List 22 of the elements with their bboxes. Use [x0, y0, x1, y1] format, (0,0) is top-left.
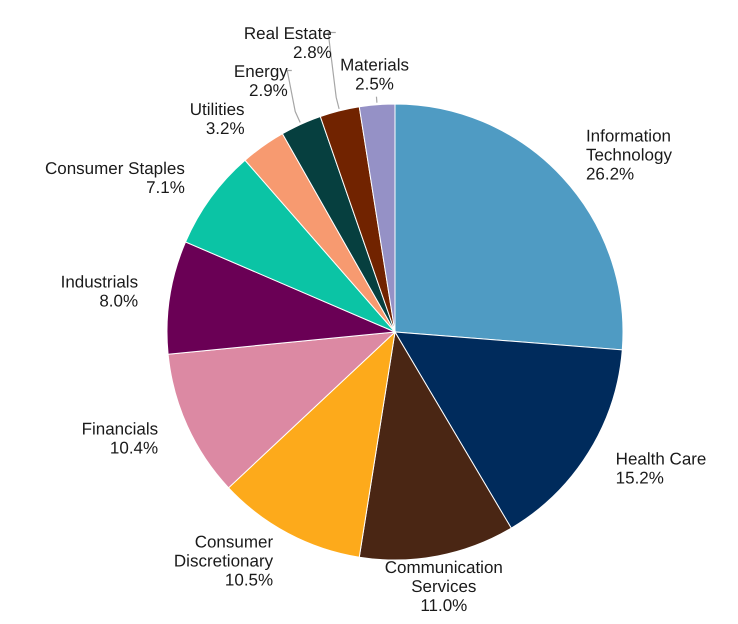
data-label: 2.8%: [293, 43, 332, 62]
data-label: 2.5%: [355, 74, 394, 94]
slice-label: Materials: [340, 55, 410, 74]
slice-label: Utilities: [190, 100, 245, 120]
slice-label: Information Technology: [586, 126, 672, 164]
slice-label: Health Care: [616, 450, 706, 469]
data-label: 3.2%: [206, 119, 245, 138]
slice-label: Financials: [82, 419, 158, 438]
slice-label: Energy: [234, 62, 288, 82]
slice-label: Communication Services: [384, 558, 503, 596]
data-label: 8.0%: [99, 291, 138, 310]
slice-label: Industrials: [60, 272, 138, 292]
data-label: 10.5%: [224, 570, 274, 590]
data-label: 26.2%: [586, 164, 634, 184]
data-label: 2.9%: [249, 81, 288, 100]
data-label: 15.2%: [616, 468, 664, 488]
slice-label: Consumer Staples: [45, 159, 185, 178]
slice-label: Consumer Discretionary: [174, 532, 274, 570]
data-label: 10.4%: [110, 438, 158, 458]
slice-label: Real Estate: [244, 24, 332, 44]
data-label: 11.0%: [420, 596, 468, 616]
data-label: 7.1%: [146, 178, 185, 198]
